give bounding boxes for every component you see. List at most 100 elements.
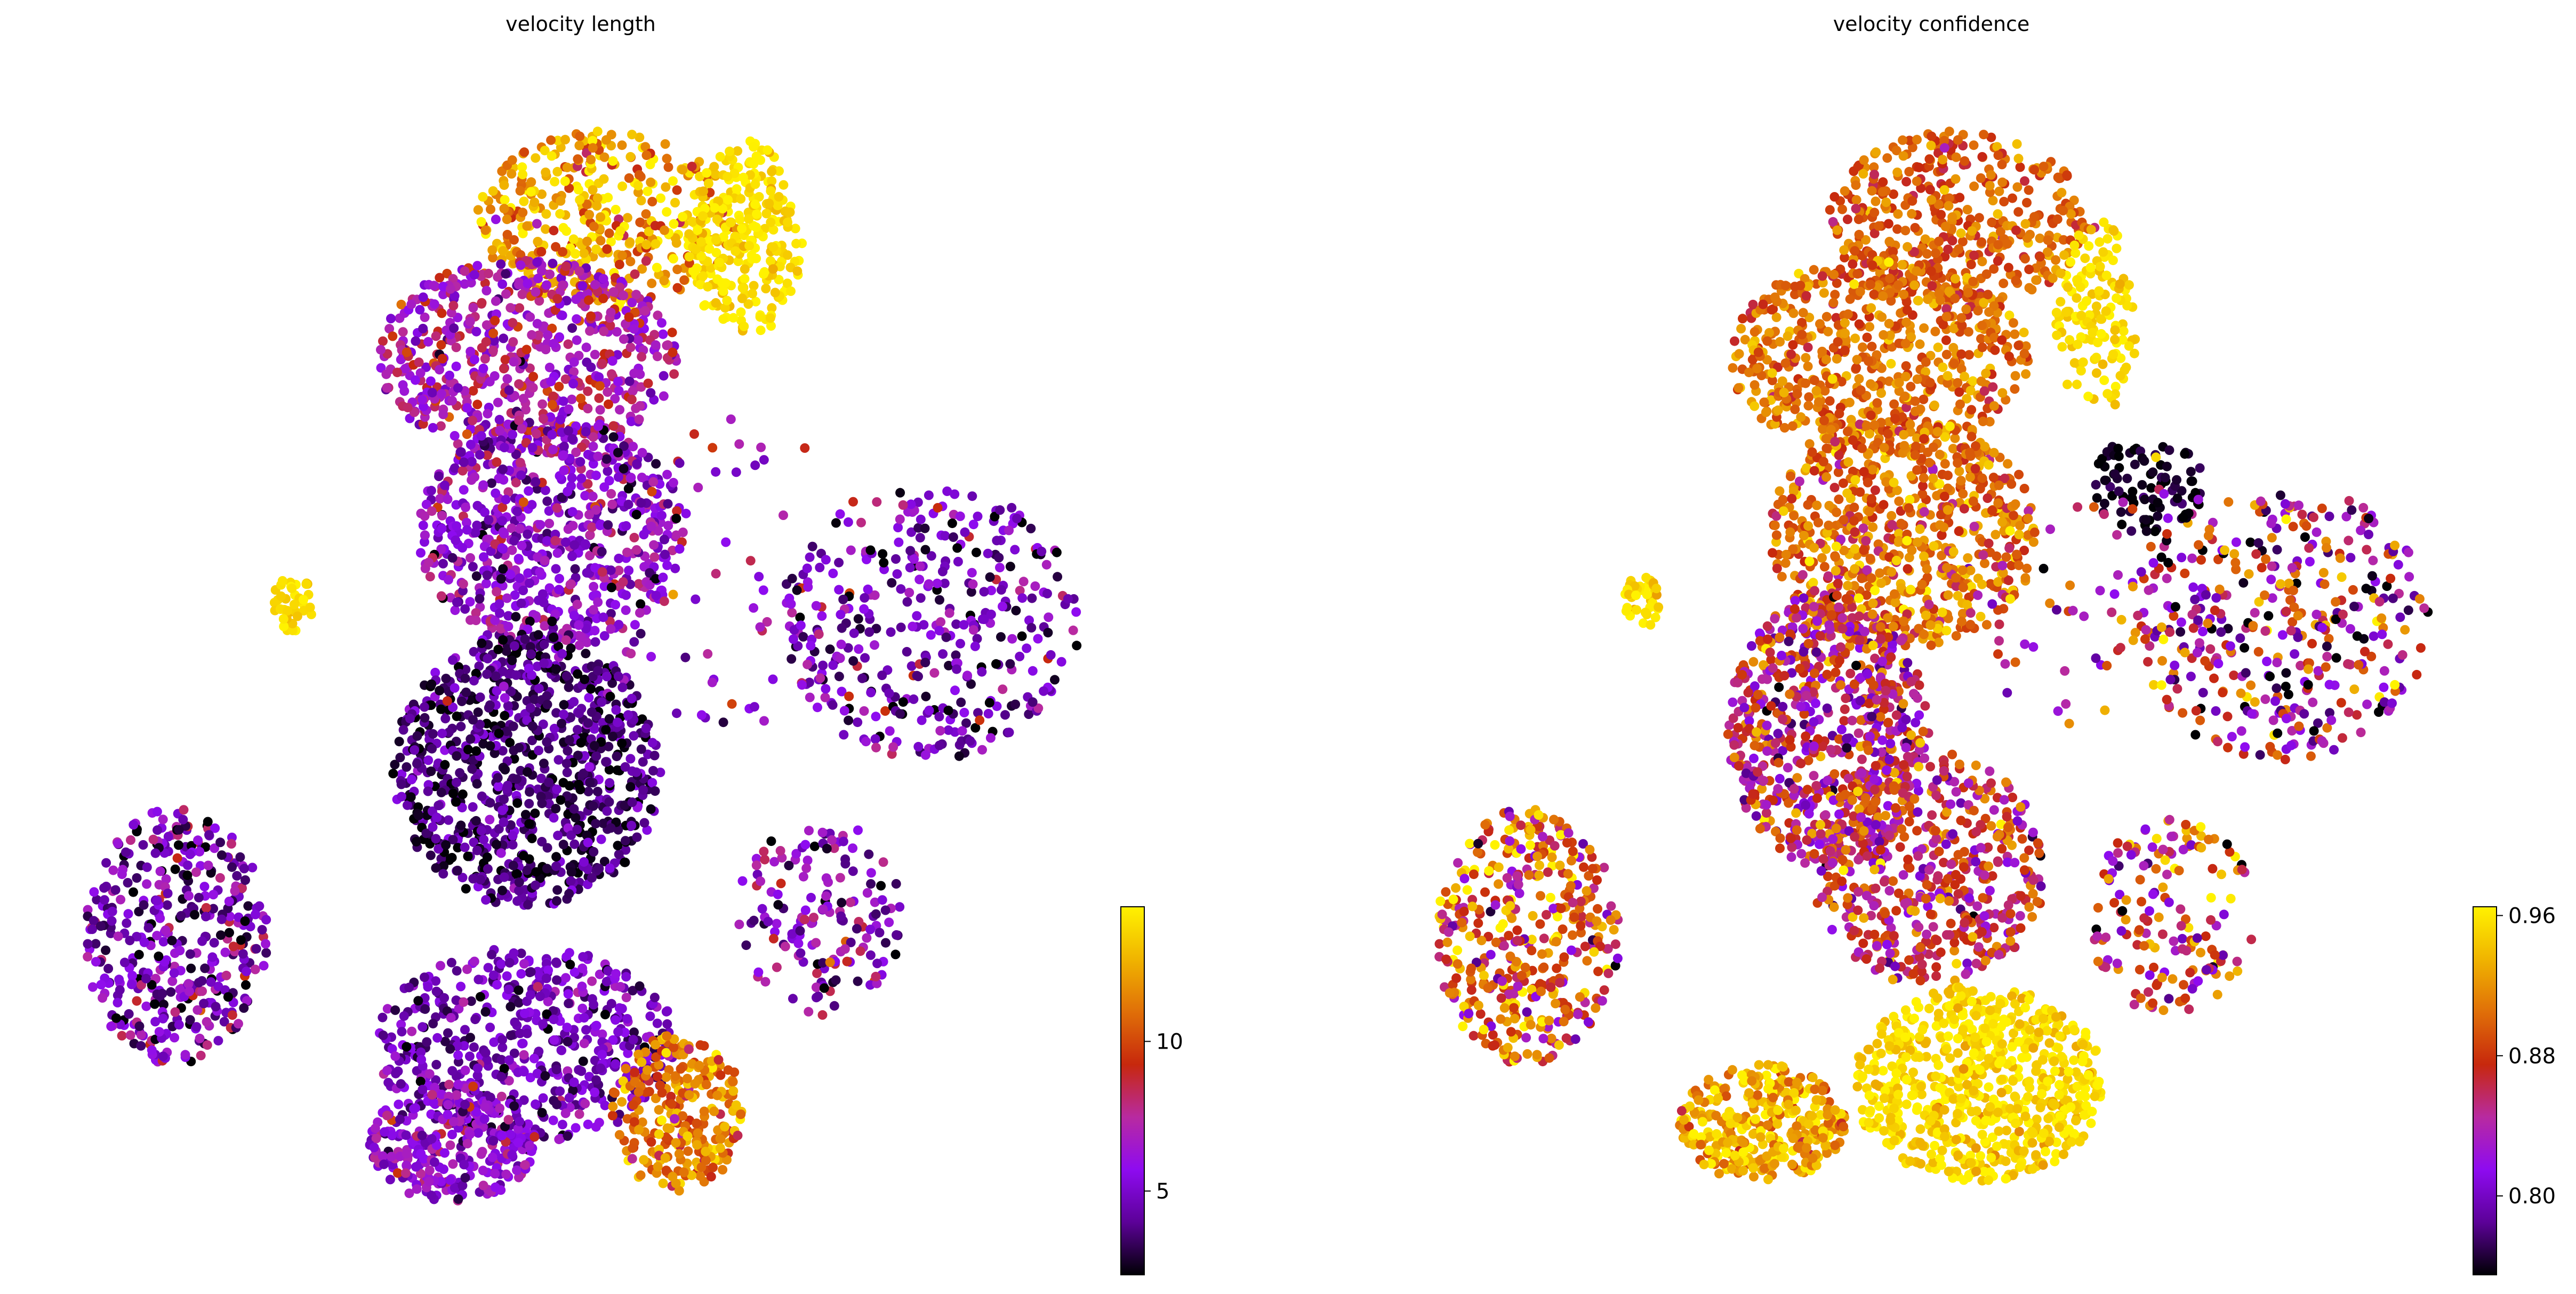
cell-point-1231 [437, 389, 446, 399]
cell-point-414 [599, 174, 609, 184]
cell-point-1877 [576, 473, 587, 483]
cell-point-1839 [425, 572, 435, 582]
cell-point-570 [767, 176, 777, 186]
cell-point-635 [755, 312, 765, 322]
cell-point-3586 [718, 1165, 728, 1175]
cell-point-1011 [532, 318, 542, 329]
cell-point-3708 [674, 1149, 684, 1159]
cell-point-4905 [768, 933, 779, 944]
cell-point-544 [718, 232, 728, 242]
cell-point-1063 [497, 279, 508, 289]
cell-point-4729 [932, 578, 942, 588]
cell-point-1720 [507, 545, 517, 555]
cell-point-1906 [601, 454, 612, 464]
cell-point-2857 [476, 826, 486, 836]
cell-point-2555 [394, 737, 404, 747]
cell-point-1964 [437, 524, 447, 533]
cell-point-1275 [418, 395, 428, 405]
cell-point-142 [540, 146, 550, 156]
cell-point-1281 [599, 326, 609, 337]
cell-point-2576 [402, 762, 412, 772]
cell-point-1996 [523, 529, 533, 539]
cell-point-357 [678, 165, 688, 175]
cell-point-1252 [472, 400, 483, 410]
cell-point-305 [518, 207, 528, 218]
cell-point-3425 [611, 1059, 621, 1069]
cell-point-4313 [230, 886, 240, 896]
cell-point-1905 [436, 591, 446, 601]
cell-point-3201 [447, 1066, 458, 1076]
cell-point-4436 [152, 896, 162, 906]
cell-point-4502 [1050, 675, 1060, 685]
cell-point-1690 [450, 605, 460, 616]
cell-point-1932 [663, 499, 673, 509]
cell-point-3459 [416, 1055, 427, 1065]
cell-point-1785 [452, 521, 461, 531]
cell-point-3713 [679, 1168, 689, 1177]
cell-point-2829 [542, 699, 552, 709]
cell-point-371 [574, 140, 584, 150]
cell-point-2880 [594, 864, 604, 874]
cell-point-503 [726, 218, 736, 228]
cell-point-1951 [505, 570, 516, 580]
cell-point-4654 [813, 702, 822, 713]
cell-point-640 [696, 251, 707, 261]
cell-point-501 [684, 229, 694, 239]
cell-point-4395 [180, 1050, 190, 1060]
cell-point-2892 [613, 717, 623, 728]
cell-point-2673 [539, 758, 549, 769]
cell-point-1099 [468, 416, 477, 426]
cell-point-2733 [551, 664, 561, 674]
cell-point-2772 [499, 681, 509, 691]
cell-point-1786 [552, 503, 562, 513]
cell-point-4297 [113, 838, 123, 849]
cell-point-3408 [563, 1131, 573, 1141]
cell-point-2791 [597, 697, 607, 707]
cell-point-4056 [162, 900, 172, 910]
cell-point-1278 [668, 347, 678, 357]
cell-point-4540 [995, 563, 1005, 573]
cell-point-2461 [533, 630, 543, 640]
cell-point-4019 [382, 1111, 392, 1121]
cell-point-66 [537, 189, 547, 199]
cell-point-4814 [905, 563, 915, 573]
cell-point-410 [608, 156, 618, 166]
cell-point-4431 [107, 906, 117, 916]
cell-point-1732 [560, 537, 571, 547]
cell-point-4369 [191, 867, 201, 877]
cell-point-4437 [170, 1007, 180, 1017]
cell-point-320 [522, 221, 532, 231]
cell-point-4417 [224, 897, 234, 906]
cell-point-2841 [398, 725, 408, 735]
cell-point-1830 [581, 427, 591, 437]
cell-point-364 [579, 248, 589, 258]
cell-point-3650 [627, 1154, 637, 1164]
cell-point-411 [560, 176, 570, 186]
cell-point-323 [647, 197, 657, 206]
velocity-length-title: velocity length [505, 12, 656, 36]
cell-point-3952 [453, 1080, 463, 1090]
cell-point-4270 [116, 894, 126, 905]
cell-point-4291 [113, 997, 123, 1008]
cell-point-367 [661, 182, 671, 192]
cell-point-2878 [482, 669, 492, 679]
cell-point-610 [704, 244, 715, 254]
cell-point-2864 [468, 715, 478, 725]
cell-point-3028 [431, 1060, 442, 1069]
cell-point-4781 [985, 733, 996, 743]
cell-point-4569 [838, 594, 848, 604]
cell-point-4447 [853, 717, 863, 728]
cell-point-4368 [184, 986, 194, 996]
cell-point-2743 [549, 632, 559, 642]
cell-point-1625 [537, 589, 548, 599]
cell-point-1122 [597, 359, 607, 369]
cell-point-3689 [651, 1040, 660, 1050]
cell-point-374 [573, 154, 583, 164]
cell-point-91 [636, 196, 646, 205]
cell-point-514 [728, 313, 739, 323]
cell-point-3866 [529, 1132, 540, 1142]
cell-point-4712 [944, 608, 954, 618]
cell-point-4393 [197, 976, 207, 986]
cell-point-4544 [895, 514, 905, 524]
cell-point-4387 [216, 914, 227, 924]
